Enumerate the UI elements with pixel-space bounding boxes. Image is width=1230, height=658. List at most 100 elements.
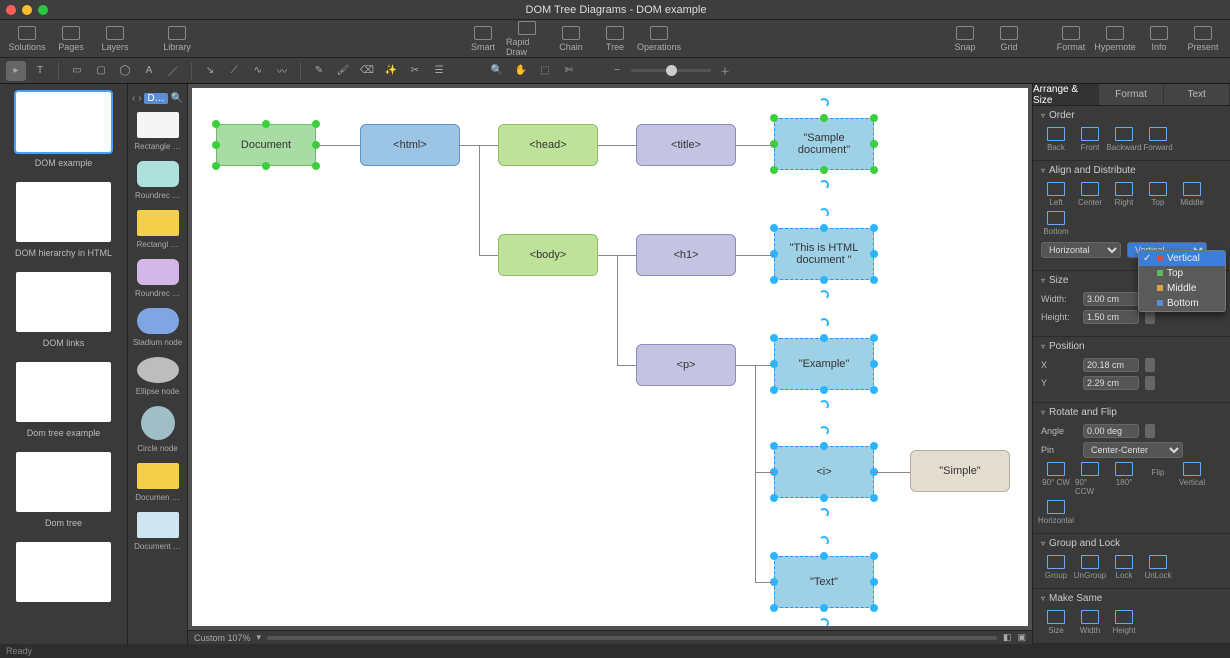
- curve-tool[interactable]: ∿: [248, 61, 268, 81]
- page-thumb-1[interactable]: DOM hierarchy in HTML: [4, 182, 123, 258]
- zoom-out-icon[interactable]: −: [607, 61, 627, 81]
- lib-item-0[interactable]: Rectangle …: [128, 112, 187, 151]
- snap-button[interactable]: Snap: [944, 21, 986, 57]
- zoom-tool[interactable]: 🔍: [487, 61, 507, 81]
- rotation-handle[interactable]: [819, 208, 829, 218]
- node-i[interactable]: <i>: [774, 446, 874, 498]
- lib-item-2[interactable]: Rectangl …: [128, 210, 187, 249]
- crop-tool[interactable]: ✄: [559, 61, 579, 81]
- operations-button[interactable]: Operations: [638, 21, 680, 57]
- zoom-slider[interactable]: [631, 69, 711, 72]
- selection-handle[interactable]: [870, 360, 878, 368]
- eraser-tool[interactable]: ⌫: [357, 61, 377, 81]
- makesame-header[interactable]: Make Same: [1041, 593, 1222, 604]
- flip-horizontal[interactable]: Horizontal: [1041, 500, 1071, 525]
- solutions-button[interactable]: Solutions: [6, 21, 48, 57]
- roundrect-tool[interactable]: ▢: [91, 61, 111, 81]
- minimize-icon[interactable]: [22, 5, 32, 15]
- page-thumb-2[interactable]: DOM links: [4, 272, 123, 348]
- library-button[interactable]: Library: [156, 21, 198, 57]
- selection-handle[interactable]: [870, 140, 878, 148]
- rotate-ccw[interactable]: 90° CCW: [1075, 462, 1105, 496]
- selection-handle[interactable]: [870, 250, 878, 258]
- selection-handle[interactable]: [820, 166, 828, 174]
- chain-button[interactable]: Chain: [550, 21, 592, 57]
- node-title[interactable]: <title>: [636, 124, 736, 166]
- selection-handle[interactable]: [770, 166, 778, 174]
- layers-button[interactable]: Layers: [94, 21, 136, 57]
- back-icon[interactable]: ‹: [132, 93, 135, 104]
- order-forward[interactable]: Forward: [1143, 127, 1173, 152]
- textbox-tool[interactable]: A: [139, 61, 159, 81]
- lib-item-4[interactable]: Stadium node: [128, 308, 187, 347]
- selection-handle[interactable]: [312, 120, 320, 128]
- page-thumb-5[interactable]: [4, 542, 123, 602]
- forward-icon[interactable]: ›: [138, 93, 141, 104]
- wand-tool[interactable]: ✨: [381, 61, 401, 81]
- selection-handle[interactable]: [770, 360, 778, 368]
- selection-handle[interactable]: [770, 604, 778, 612]
- tab-arrange[interactable]: Arrange & Size: [1033, 84, 1099, 105]
- canvas[interactable]: Document<html><head><title>"Sample docum…: [192, 88, 1028, 626]
- selection-handle[interactable]: [212, 120, 220, 128]
- pen-tool[interactable]: ✎: [309, 61, 329, 81]
- dropdown-option-bottom[interactable]: Bottom: [1139, 296, 1225, 311]
- page-nav-icon[interactable]: ◧: [1003, 632, 1012, 643]
- edit-tool[interactable]: ✂: [405, 61, 425, 81]
- rotation-handle[interactable]: [819, 536, 829, 546]
- line-tool[interactable]: ／: [163, 61, 183, 81]
- selection-handle[interactable]: [770, 140, 778, 148]
- align-center[interactable]: Center: [1075, 182, 1105, 207]
- selection-handle[interactable]: [770, 224, 778, 232]
- rotation-handle[interactable]: [819, 508, 829, 518]
- dropdown-option-top[interactable]: Top: [1139, 266, 1225, 281]
- selection-handle[interactable]: [820, 334, 828, 342]
- ungroup-button[interactable]: UnGroup: [1075, 555, 1105, 580]
- selection-handle[interactable]: [770, 250, 778, 258]
- ellipse-tool[interactable]: ◯: [115, 61, 135, 81]
- align-right[interactable]: Right: [1109, 182, 1139, 207]
- selection-handle[interactable]: [212, 141, 220, 149]
- node-h1[interactable]: <h1>: [636, 234, 736, 276]
- pages-button[interactable]: Pages: [50, 21, 92, 57]
- order-backward[interactable]: Backward: [1109, 127, 1139, 152]
- library-breadcrumb[interactable]: ‹ › D… 🔍: [128, 90, 187, 106]
- selection-handle[interactable]: [870, 442, 878, 450]
- rotation-handle[interactable]: [819, 98, 829, 108]
- info-button[interactable]: Info: [1138, 21, 1180, 57]
- rotation-handle[interactable]: [819, 400, 829, 410]
- angle-stepper[interactable]: [1145, 424, 1155, 438]
- selection-handle[interactable]: [820, 494, 828, 502]
- selection-handle[interactable]: [870, 114, 878, 122]
- selection-handle[interactable]: [820, 386, 828, 394]
- rotate-cw[interactable]: 90° CW: [1041, 462, 1071, 496]
- selection-handle[interactable]: [262, 162, 270, 170]
- grid-button[interactable]: Grid: [988, 21, 1030, 57]
- selection-handle[interactable]: [770, 276, 778, 284]
- node-doc[interactable]: Document: [216, 124, 316, 166]
- lib-item-1[interactable]: Roundrec …: [128, 161, 187, 200]
- width-input[interactable]: [1083, 292, 1139, 306]
- tab-format[interactable]: Format: [1099, 84, 1165, 105]
- zoom-in-icon[interactable]: ＋: [715, 61, 735, 81]
- smart-button[interactable]: Smart: [462, 21, 504, 57]
- selection-handle[interactable]: [770, 442, 778, 450]
- selection-handle[interactable]: [870, 604, 878, 612]
- page-thumb-3[interactable]: Dom tree example: [4, 362, 123, 438]
- node-simple[interactable]: "Simple": [910, 450, 1010, 492]
- hand-tool[interactable]: ✋: [511, 61, 531, 81]
- selection-handle[interactable]: [212, 162, 220, 170]
- lib-item-8[interactable]: Document …: [128, 512, 187, 551]
- rotation-handle[interactable]: [819, 180, 829, 190]
- maximize-icon[interactable]: [38, 5, 48, 15]
- zoom-label[interactable]: Custom 107%: [194, 633, 251, 643]
- rotate-180[interactable]: 180°: [1109, 462, 1139, 496]
- align-header[interactable]: Align and Distribute: [1041, 165, 1222, 176]
- selection-handle[interactable]: [770, 114, 778, 122]
- y-stepper[interactable]: [1145, 376, 1155, 390]
- dropdown-option-vertical[interactable]: Vertical: [1139, 251, 1225, 266]
- align-left[interactable]: Left: [1041, 182, 1071, 207]
- pin-select[interactable]: Center-Center: [1083, 442, 1183, 458]
- library-crumb[interactable]: D…: [144, 93, 167, 104]
- pointer-tool[interactable]: ▸: [6, 61, 26, 81]
